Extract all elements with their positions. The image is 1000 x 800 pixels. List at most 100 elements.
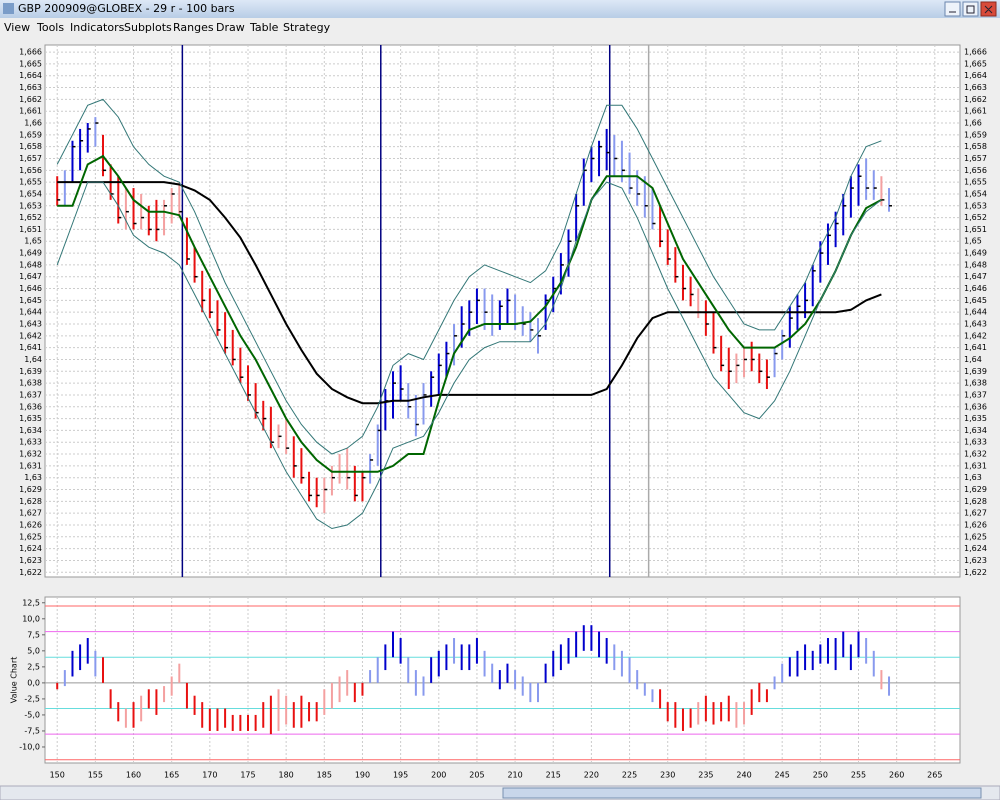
- indicator-line: [56, 181, 882, 530]
- y-tick-label: 1,632: [19, 450, 42, 459]
- y-tick-label: 1,643: [19, 320, 42, 329]
- price-panel: [44, 44, 961, 578]
- y-tick-label-right: 1,651: [964, 225, 987, 234]
- x-tick-label: 200: [431, 771, 446, 780]
- window-title: GBP 200909@GLOBEX - 29 r - 100 bars: [18, 2, 235, 15]
- y-tick-label-right: 1,657: [964, 154, 987, 163]
- x-tick-label: 195: [393, 771, 408, 780]
- y-tick-label: 1,665: [19, 59, 42, 68]
- y-axis-label: Value Chart: [10, 657, 19, 704]
- x-tick-label: 260: [889, 771, 904, 780]
- y-tick-label: 1,663: [19, 83, 42, 92]
- x-tick-label: 215: [546, 771, 561, 780]
- y-tick-label: 1,653: [19, 201, 42, 210]
- y-tick-label-right: 1,631: [964, 461, 987, 470]
- maximize-button[interactable]: [962, 1, 979, 17]
- y-tick-label: 1,647: [19, 272, 42, 281]
- y-tick-label-right: 1,647: [964, 272, 987, 281]
- y-tick-label: -7,5: [24, 726, 40, 735]
- y-tick-label-right: 1,635: [964, 414, 987, 423]
- y-tick-label-right: 1,627: [964, 509, 987, 518]
- y-tick-label: 12,5: [22, 598, 40, 607]
- menu-item[interactable]: Draw: [216, 21, 245, 34]
- y-tick-label-right: 1,642: [964, 331, 987, 340]
- value-panel: [44, 596, 961, 764]
- y-tick-label-right: 1,663: [964, 83, 987, 92]
- y-tick-label-right: 1,64: [964, 355, 982, 364]
- y-tick-label: 1,646: [19, 284, 42, 293]
- y-tick-label-right: 1,638: [964, 379, 987, 388]
- y-tick-label: 1,661: [19, 107, 42, 116]
- menu-item[interactable]: Strategy: [283, 21, 331, 34]
- y-tick-label: 1,66: [24, 119, 42, 128]
- y-tick-label: 1,638: [19, 379, 42, 388]
- y-tick-label-right: 1,63: [964, 473, 982, 482]
- y-tick-label: 1,654: [19, 189, 42, 198]
- y-tick-label: 1,662: [19, 95, 42, 104]
- y-tick-label: 5,0: [27, 646, 40, 655]
- y-tick-label-right: 1,662: [964, 95, 987, 104]
- y-tick-label: 1,657: [19, 154, 42, 163]
- indicator-line: [57, 154, 882, 473]
- y-tick-label-right: 1,659: [964, 130, 987, 139]
- y-tick-label: 0,0: [27, 678, 40, 687]
- menu-item[interactable]: Ranges: [173, 21, 214, 34]
- y-tick-label: 1,637: [19, 390, 42, 399]
- y-tick-label-right: 1,645: [964, 296, 987, 305]
- x-tick-label: 250: [813, 771, 828, 780]
- y-tick-label-right: 1,624: [964, 544, 987, 553]
- y-tick-label: -2,5: [24, 694, 40, 703]
- menu-item[interactable]: Table: [249, 21, 279, 34]
- y-tick-label: 1,628: [19, 497, 42, 506]
- y-tick-label: 1,633: [19, 438, 42, 447]
- menu-item[interactable]: Indicators: [70, 21, 125, 34]
- y-tick-label: 1,64: [24, 355, 42, 364]
- y-tick-label-right: 1,652: [964, 213, 987, 222]
- window-button-glyphs: [949, 5, 993, 14]
- menu-group: View Tools Indicators Subplots Ranges Draw Tab…: [4, 21, 331, 34]
- y-tick-label: 1,624: [19, 544, 42, 553]
- y-tick-label: 1,634: [19, 426, 42, 435]
- scrollbar-thumb[interactable]: [502, 787, 982, 799]
- y-tick-label-right: 1,66: [964, 119, 982, 128]
- y-tick-label: -5,0: [24, 710, 40, 719]
- y-tick-label-right: 1,656: [964, 166, 987, 175]
- y-tick-label-right: 1,658: [964, 142, 987, 151]
- y-tick-label: 1,655: [19, 178, 42, 187]
- y-tick-label-right: 1,626: [964, 520, 987, 529]
- y-tick-label-right: 1,625: [964, 532, 987, 541]
- y-tick-label: 1,641: [19, 343, 42, 352]
- x-tick-label: 240: [736, 771, 751, 780]
- y-tick-label-right: 1,628: [964, 497, 987, 506]
- x-tick-label: 190: [355, 771, 370, 780]
- y-tick-label-right: 1,641: [964, 343, 987, 352]
- y-tick-label: 1,666: [19, 48, 42, 57]
- menu-item[interactable]: Tools: [36, 21, 64, 34]
- x-tick-label: 220: [584, 771, 599, 780]
- y-tick-label: 1,639: [19, 367, 42, 376]
- y-tick-label: 1,648: [19, 260, 42, 269]
- y-tick-label: 1,63: [24, 473, 42, 482]
- y-tick-label: 1,644: [19, 308, 42, 317]
- menu-item[interactable]: Subplots: [124, 21, 172, 34]
- x-tick-label: 225: [622, 771, 637, 780]
- menu-item[interactable]: View: [4, 21, 30, 34]
- x-tick-label: 255: [851, 771, 866, 780]
- y-tick-label-right: 1,634: [964, 426, 987, 435]
- x-tick-label: 205: [469, 771, 484, 780]
- minimize-button[interactable]: [944, 1, 961, 17]
- x-tick-label: 175: [240, 771, 255, 780]
- y-tick-label-right: 1,65: [964, 237, 982, 246]
- y-tick-label: 1,636: [19, 402, 42, 411]
- y-tick-label-right: 1,632: [964, 450, 987, 459]
- y-tick-label: -10,0: [19, 742, 40, 751]
- indicator-line: [56, 98, 882, 455]
- y-tick-label-right: 1,633: [964, 438, 987, 447]
- y-tick-label: 1,664: [19, 71, 42, 80]
- y-tick-label-right: 1,655: [964, 178, 987, 187]
- y-tick-label: 1,642: [19, 331, 42, 340]
- y-tick-label: 1,658: [19, 142, 42, 151]
- y-tick-label: 1,659: [19, 130, 42, 139]
- y-tick-label-right: 1,639: [964, 367, 987, 376]
- y-tick-label-right: 1,665: [964, 59, 987, 68]
